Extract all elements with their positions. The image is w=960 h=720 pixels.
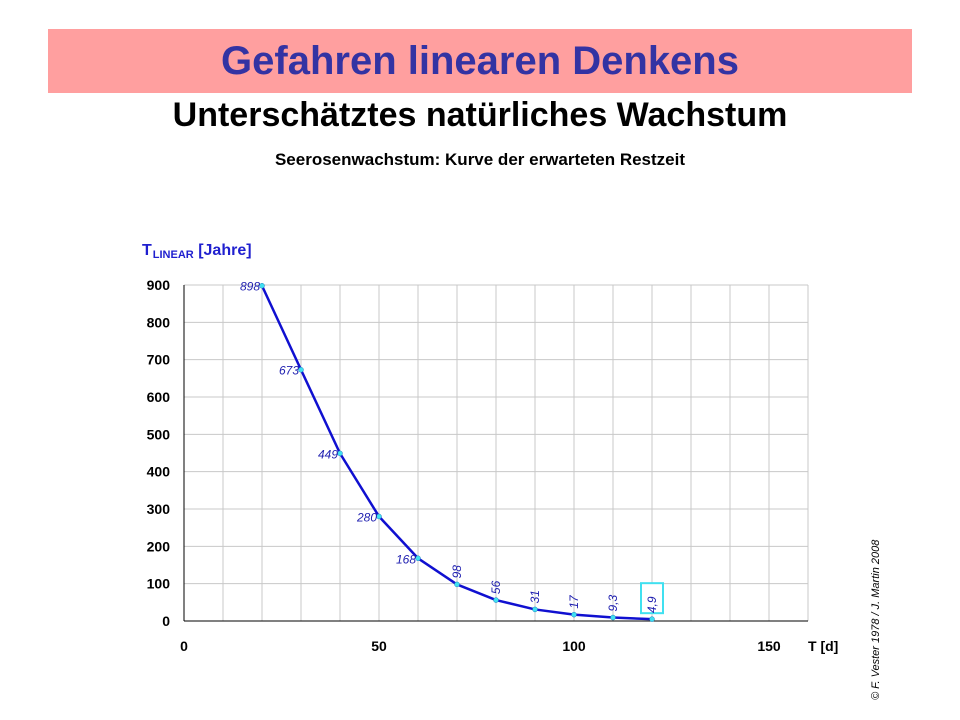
data-point-label: 9,3 xyxy=(606,595,620,612)
data-point-marker xyxy=(532,606,538,613)
x-tick-label: 150 xyxy=(757,638,781,654)
title-banner: Gefahren linearen Denkens xyxy=(48,29,912,93)
data-point-marker xyxy=(454,581,460,588)
x-tick-label: 0 xyxy=(180,638,188,654)
data-point-marker xyxy=(259,282,265,289)
y-tick-label: 900 xyxy=(147,277,171,293)
data-point-label: 898 xyxy=(240,280,260,294)
page-title: Gefahren linearen Denkens xyxy=(221,38,739,83)
y-tick-label: 500 xyxy=(147,426,171,442)
data-point-marker xyxy=(649,616,655,622)
highlight-box xyxy=(640,582,664,615)
y-axis-label-unit: [Jahre] xyxy=(198,242,252,259)
y-tick-label: 0 xyxy=(162,613,170,629)
y-tick-label: 800 xyxy=(147,314,171,330)
y-tick-label: 700 xyxy=(147,352,171,368)
y-tick-label: 300 xyxy=(147,501,171,517)
data-point-label: 56 xyxy=(489,580,503,594)
data-point-marker xyxy=(376,513,382,520)
data-point-marker xyxy=(493,597,499,603)
y-tick-label: 200 xyxy=(147,538,171,554)
copyright-note: © F. Vester 1978 / J. Martin 2008 xyxy=(870,539,882,700)
data-point-marker xyxy=(571,611,577,618)
y-tick-label: 100 xyxy=(147,576,171,592)
x-tick-label: 50 xyxy=(371,638,387,654)
data-point-label: 17 xyxy=(567,594,581,609)
y-axis-label: TLINEAR [Jahre] xyxy=(142,242,252,261)
page-subtitle: Unterschätztes natürliches Wachstum xyxy=(172,96,788,134)
chart-caption: Seerosenwachstum: Kurve der erwarteten R… xyxy=(274,150,686,169)
y-tick-label: 400 xyxy=(147,464,171,480)
data-point-label: 280 xyxy=(356,510,377,524)
data-point-label: 31 xyxy=(528,590,542,603)
y-axis-label-sub: LINEAR xyxy=(152,249,194,261)
data-point-marker xyxy=(415,555,421,562)
data-point-label: 98 xyxy=(450,565,464,579)
data-point-marker xyxy=(298,366,304,373)
data-point-label: 168 xyxy=(396,552,416,566)
data-point-label: 673 xyxy=(279,364,299,378)
y-tick-label: 600 xyxy=(147,389,171,405)
y-axis-label-main: T xyxy=(142,242,152,259)
data-point-marker xyxy=(610,614,616,621)
data-point-marker xyxy=(337,450,343,457)
x-axis-label: T [d] xyxy=(808,638,838,654)
x-tick-label: 100 xyxy=(562,638,586,654)
data-point-label: 449 xyxy=(318,447,338,461)
data-point-label: 4,9 xyxy=(645,596,659,613)
